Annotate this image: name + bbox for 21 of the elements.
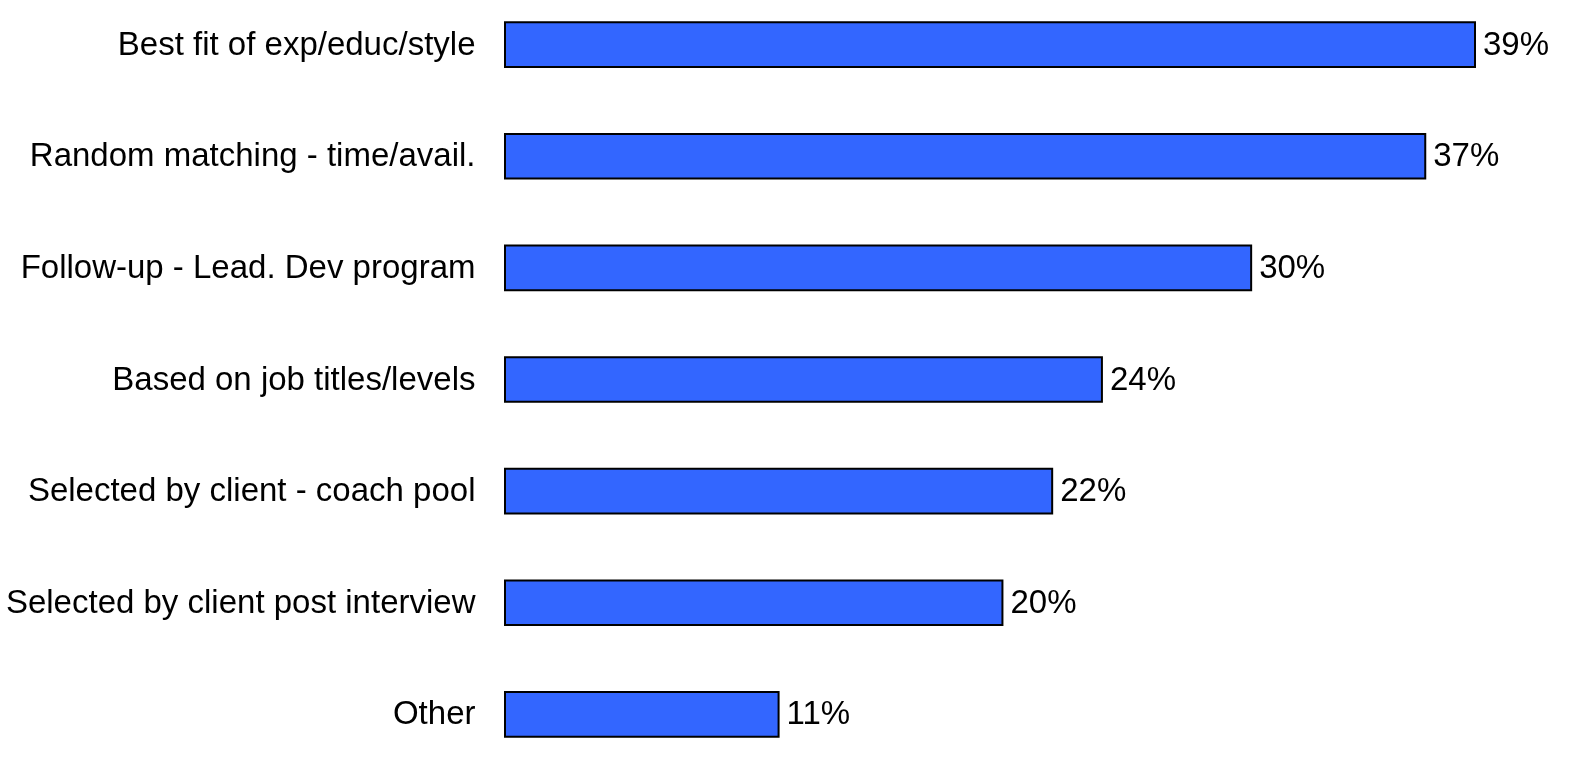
data-label: 20% xyxy=(1010,582,1077,620)
y-tick-label: Selected by client - coach pool xyxy=(27,471,476,509)
bar xyxy=(504,21,1476,68)
data-label: 37% xyxy=(1433,136,1500,174)
y-tick-label: Best fit of exp/educ/style xyxy=(117,24,476,62)
bar xyxy=(504,467,1054,515)
data-label: 11% xyxy=(786,694,851,732)
y-tick-label: Random matching - time/avail. xyxy=(29,136,476,174)
bar xyxy=(504,691,780,738)
bar xyxy=(504,579,1004,627)
bar xyxy=(504,132,1427,180)
y-tick-label: Selected by client post interview xyxy=(5,582,476,620)
bar xyxy=(504,356,1103,403)
y-tick-label: Other xyxy=(392,694,476,732)
data-label: 24% xyxy=(1109,359,1176,397)
bar xyxy=(504,244,1253,292)
data-label: 30% xyxy=(1259,247,1326,285)
y-tick-label: Based on job titles/levels xyxy=(112,359,476,397)
data-label: 22% xyxy=(1060,471,1127,509)
data-label: 39% xyxy=(1483,24,1550,62)
y-tick-label: Follow-up - Lead. Dev program xyxy=(20,247,476,285)
